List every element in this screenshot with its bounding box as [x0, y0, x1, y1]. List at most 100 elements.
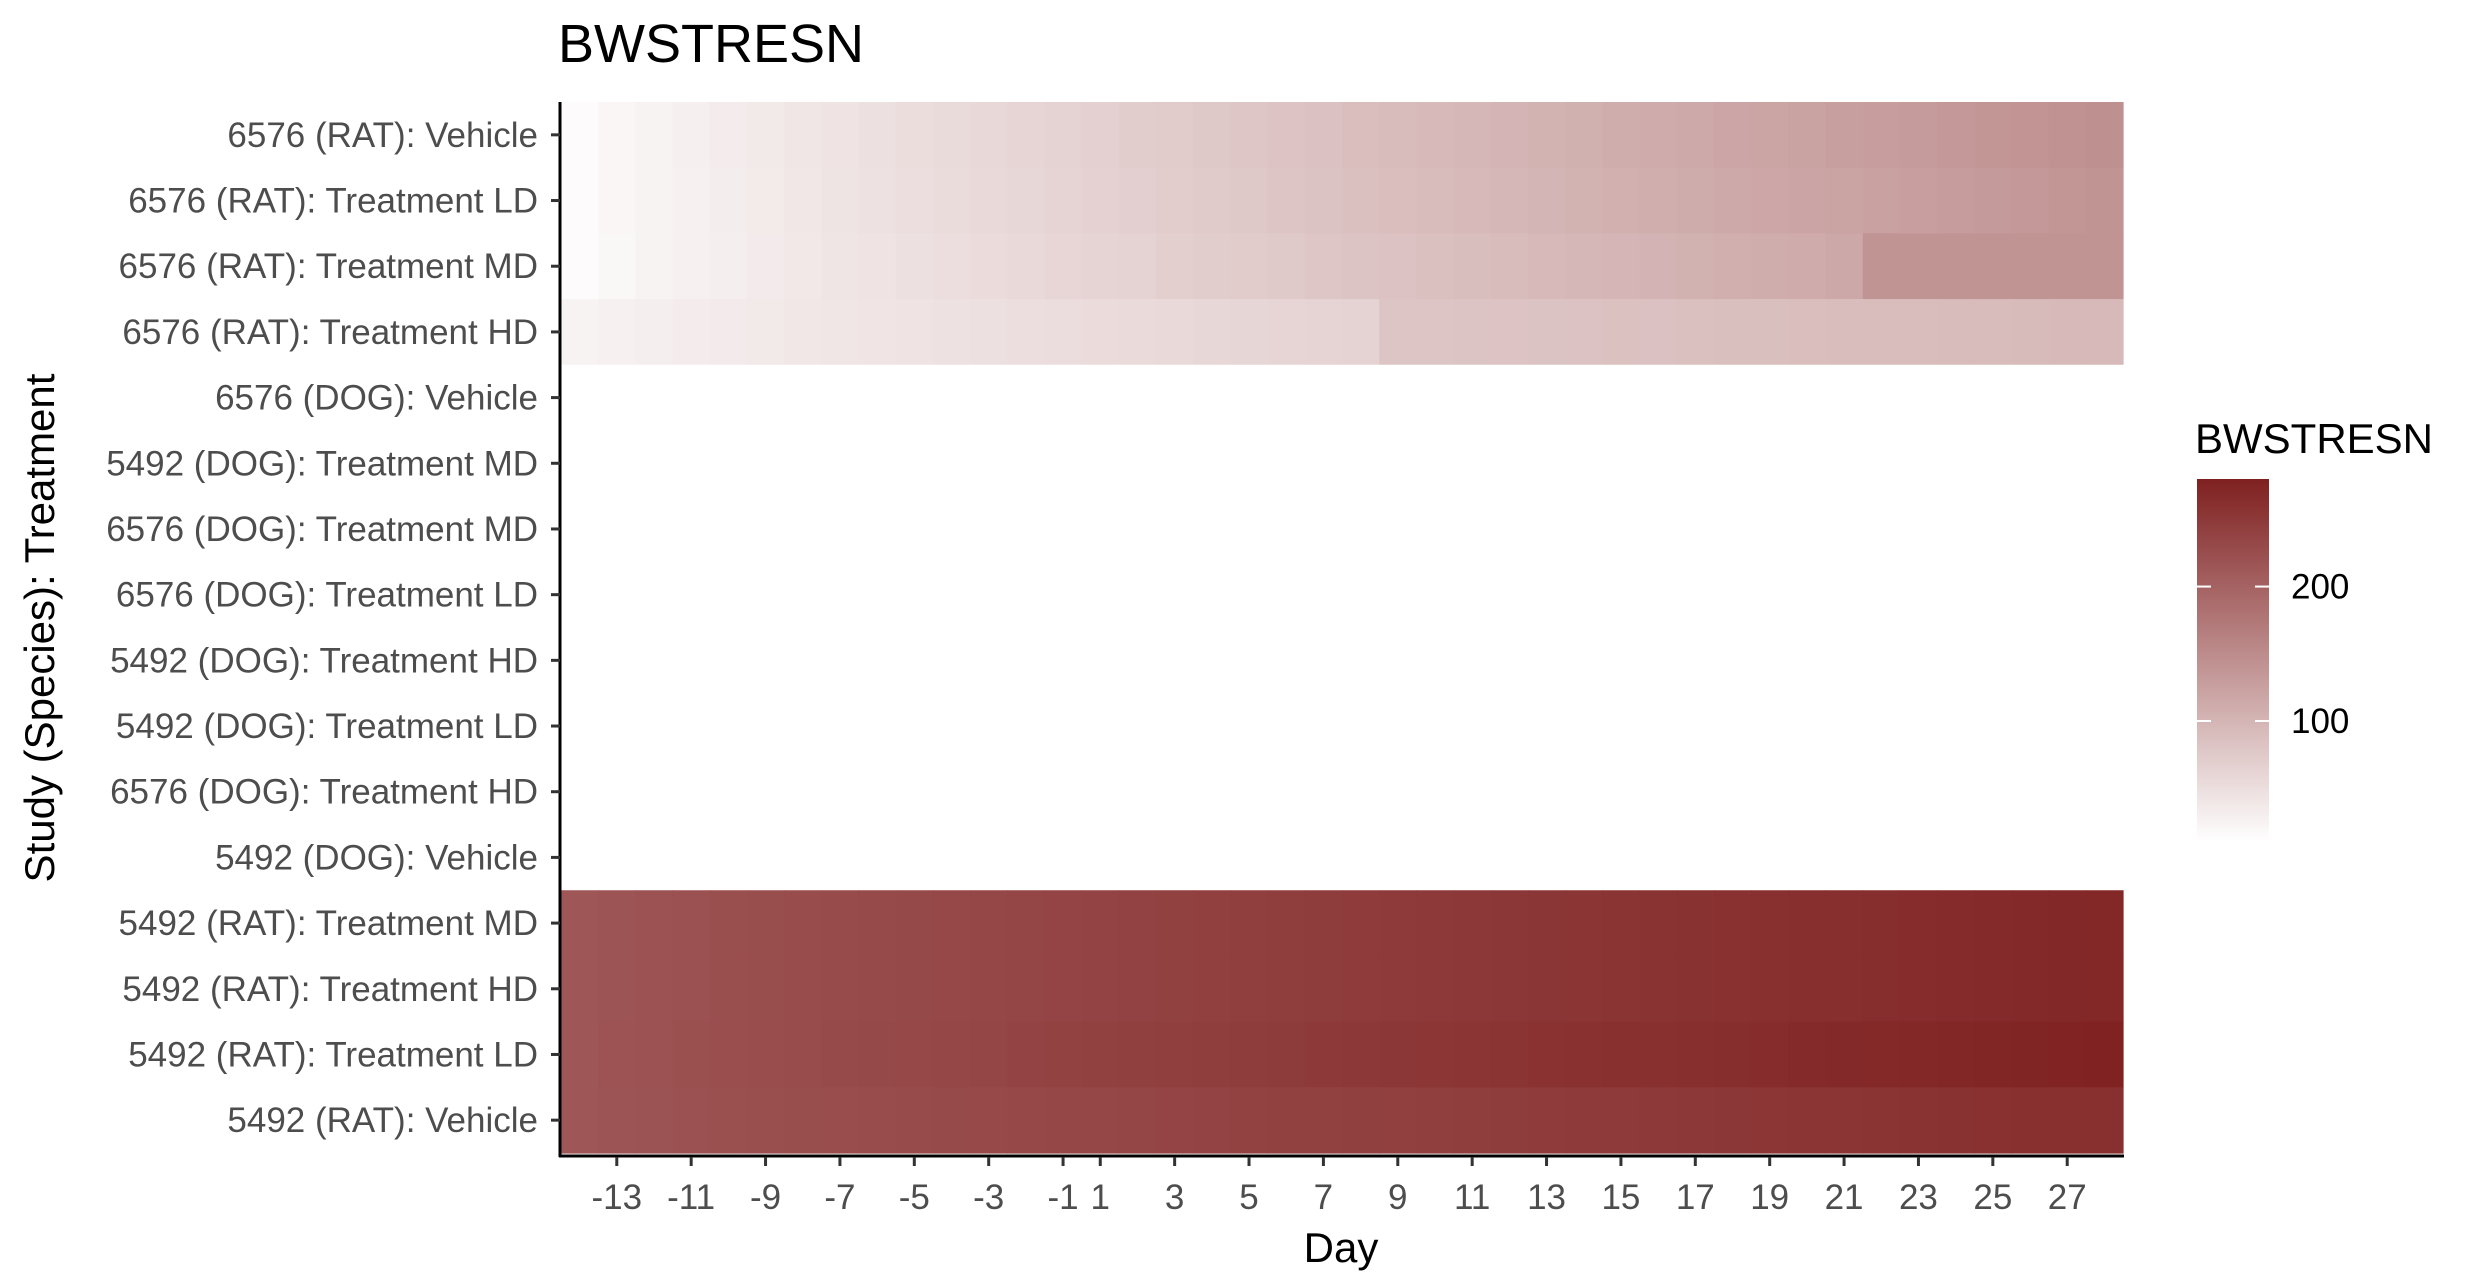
heatmap-cell	[1713, 1087, 1752, 1154]
heatmap-cell	[1974, 430, 2013, 497]
heatmap-cell	[1788, 824, 1827, 891]
heatmap-cell	[635, 693, 674, 760]
heatmap-cell	[1825, 890, 1864, 957]
heatmap-cell	[1899, 496, 1938, 563]
heatmap-cell	[709, 496, 748, 563]
heatmap-cell	[1676, 233, 1715, 300]
heatmap-cell	[1974, 561, 2013, 629]
heatmap-cell	[1788, 299, 1827, 366]
heatmap-cell	[1676, 561, 1715, 629]
heatmap-cell	[1937, 758, 1975, 826]
y-tick-label: 5492 (DOG): Treatment HD	[110, 641, 538, 680]
x-tick-label: -1	[1048, 1178, 1079, 1217]
heatmap-cell	[635, 167, 674, 234]
heatmap-cell	[1193, 1087, 1232, 1154]
heatmap-cell	[2011, 627, 2050, 694]
heatmap-cell	[2085, 693, 2124, 760]
heatmap-cell	[858, 824, 897, 891]
heatmap-cell	[858, 1087, 897, 1154]
heatmap-cell	[932, 364, 971, 432]
heatmap-cell	[709, 1021, 748, 1088]
heatmap-cell	[1081, 1087, 1120, 1154]
heatmap-cell	[1602, 824, 1641, 891]
heatmap-cell	[2011, 167, 2050, 234]
heatmap-cell	[1267, 102, 1306, 169]
heatmap-cell	[2048, 364, 2087, 432]
heatmap-cell	[1899, 102, 1938, 169]
heatmap-cell	[2011, 496, 2050, 563]
heatmap-cell	[1453, 1087, 1492, 1154]
heatmap-cell	[1602, 561, 1641, 629]
heatmap-cell	[709, 955, 748, 1023]
heatmap-cell	[746, 758, 785, 826]
x-tick-label: 19	[1750, 1178, 1789, 1217]
heatmap-cell	[895, 299, 934, 366]
heatmap-cell	[1007, 955, 1046, 1023]
heatmap-cell	[1490, 430, 1529, 497]
x-tick-label: 1	[1091, 1178, 1110, 1217]
heatmap-cell	[1267, 430, 1306, 497]
heatmap-cell	[635, 102, 674, 169]
heatmap-cell	[2048, 430, 2087, 497]
heatmap-cell	[2085, 1087, 2124, 1154]
heatmap-cell	[1565, 561, 1603, 629]
heatmap-cell	[1416, 1087, 1455, 1154]
heatmap-cell	[1230, 233, 1269, 300]
heatmap-cell	[1788, 561, 1827, 629]
heatmap-cell	[1825, 1087, 1864, 1154]
heatmap-cell	[895, 561, 934, 629]
heatmap-cell	[1527, 364, 1566, 432]
heatmap-cell	[858, 167, 897, 234]
heatmap-cell	[1230, 102, 1269, 169]
y-tick-label: 6576 (DOG): Vehicle	[215, 379, 538, 418]
heatmap-cell	[1416, 167, 1455, 234]
heatmap-cell	[746, 102, 785, 169]
heatmap-cell	[1862, 299, 1901, 366]
heatmap-cell	[1565, 824, 1603, 891]
heatmap-cell	[1304, 955, 1343, 1023]
heatmap-cell	[1453, 496, 1492, 563]
heatmap-cell	[1862, 561, 1901, 629]
heatmap-cell	[1044, 561, 1083, 629]
heatmap-cell	[1751, 824, 1789, 891]
heatmap-cell	[1974, 1021, 2013, 1088]
heatmap-cell	[821, 561, 860, 629]
heatmap-cell	[672, 955, 711, 1023]
heatmap-cell	[1565, 693, 1603, 760]
heatmap-cell	[746, 627, 785, 694]
heatmap-cell	[1416, 890, 1455, 957]
heatmap-cell	[1788, 1021, 1827, 1088]
heatmap-cell	[1342, 627, 1380, 694]
heatmap-cell	[1453, 299, 1492, 366]
heatmap-cell	[1453, 890, 1492, 957]
heatmap-cell	[858, 430, 897, 497]
heatmap-cell	[1267, 758, 1306, 826]
legend-tick-label: 200	[2291, 568, 2349, 607]
heatmap-cell	[970, 693, 1008, 760]
heatmap-cell	[709, 890, 748, 957]
heatmap-cell	[895, 102, 934, 169]
heatmap-cell	[821, 233, 860, 300]
y-tick-label: 6576 (RAT): Treatment LD	[128, 182, 538, 221]
heatmap-cell	[1825, 561, 1864, 629]
heatmap-cell	[672, 233, 711, 300]
heatmap-cell	[1974, 496, 2013, 563]
heatmap-cell	[2011, 890, 2050, 957]
heatmap-cell	[746, 824, 785, 891]
heatmap-cell	[932, 1087, 971, 1154]
heatmap-cell	[858, 299, 897, 366]
heatmap-cell	[1751, 561, 1789, 629]
heatmap-cell	[1825, 627, 1864, 694]
heatmap-cell	[1602, 430, 1641, 497]
heatmap-cell	[1974, 627, 2013, 694]
heatmap-cell	[1379, 1087, 1417, 1154]
heatmap-cell	[1453, 102, 1492, 169]
x-tick-label: 9	[1388, 1178, 1407, 1217]
heatmap-cell	[1974, 1087, 2013, 1154]
heatmap-cell	[1974, 758, 2013, 826]
heatmap-cell	[598, 1087, 636, 1154]
heatmap-cell	[746, 693, 785, 760]
heatmap-cell	[2085, 824, 2124, 891]
heatmap-cell	[1676, 890, 1715, 957]
heatmap-cell	[932, 693, 971, 760]
